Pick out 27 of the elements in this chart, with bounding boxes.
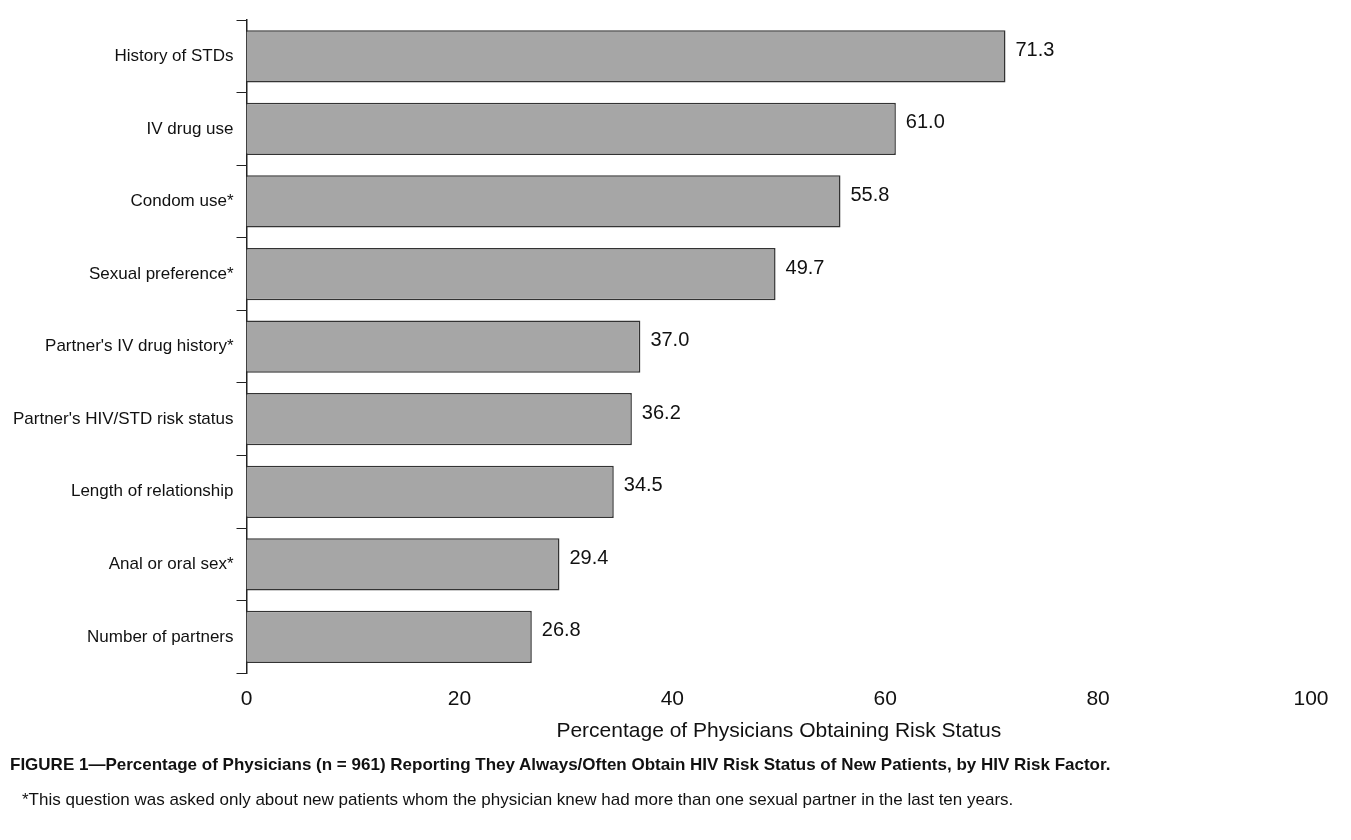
y-tick-label: Sexual preference* (88, 263, 234, 283)
y-tick-label: Condom use* (130, 191, 234, 211)
data-label: 29.4 (569, 545, 609, 568)
y-tick-label: Number of partners (87, 626, 234, 646)
y-tick-label: Anal or oral sex* (108, 554, 234, 574)
x-tick-label: 60 (873, 685, 897, 709)
x-tick-label: 100 (1293, 685, 1329, 709)
data-label: 61.0 (905, 110, 945, 133)
y-tick-label: IV drug use (146, 118, 234, 138)
y-tick-label: Partner's HIV/STD risk status (12, 408, 234, 428)
y-tick-label: Partner's IV drug history* (45, 336, 234, 356)
data-label: 34.5 (623, 473, 663, 496)
text: *This question was asked only about new patients whom the physician knew had more than one sexual partner in the last ten years. (22, 790, 1014, 810)
x-tick-label: 0 (240, 685, 253, 709)
x-axis-title: Percentage of Physicians Obtaining Risk Status (556, 717, 1002, 741)
text: FIGURE 1—Percentage of Physicians (n = 961) Reporting They Always/Often Obtain HIV Risk Status of New Patients, by HIV Risk Factor. (10, 755, 1111, 775)
data-label: 71.3 (1015, 37, 1055, 60)
data-label: 26.8 (541, 618, 581, 641)
data-label: 37.0 (650, 328, 690, 351)
data-label: 49.7 (785, 255, 825, 278)
x-tick-label: 20 (447, 685, 472, 709)
y-tick-label: History of STDs (114, 45, 234, 65)
y-tick-label: Length of relationship (70, 481, 234, 501)
x-tick-label: 80 (1086, 685, 1110, 709)
x-tick-label: 40 (660, 685, 684, 709)
data-label: 55.8 (850, 182, 890, 205)
data-label: 36.2 (641, 400, 681, 423)
